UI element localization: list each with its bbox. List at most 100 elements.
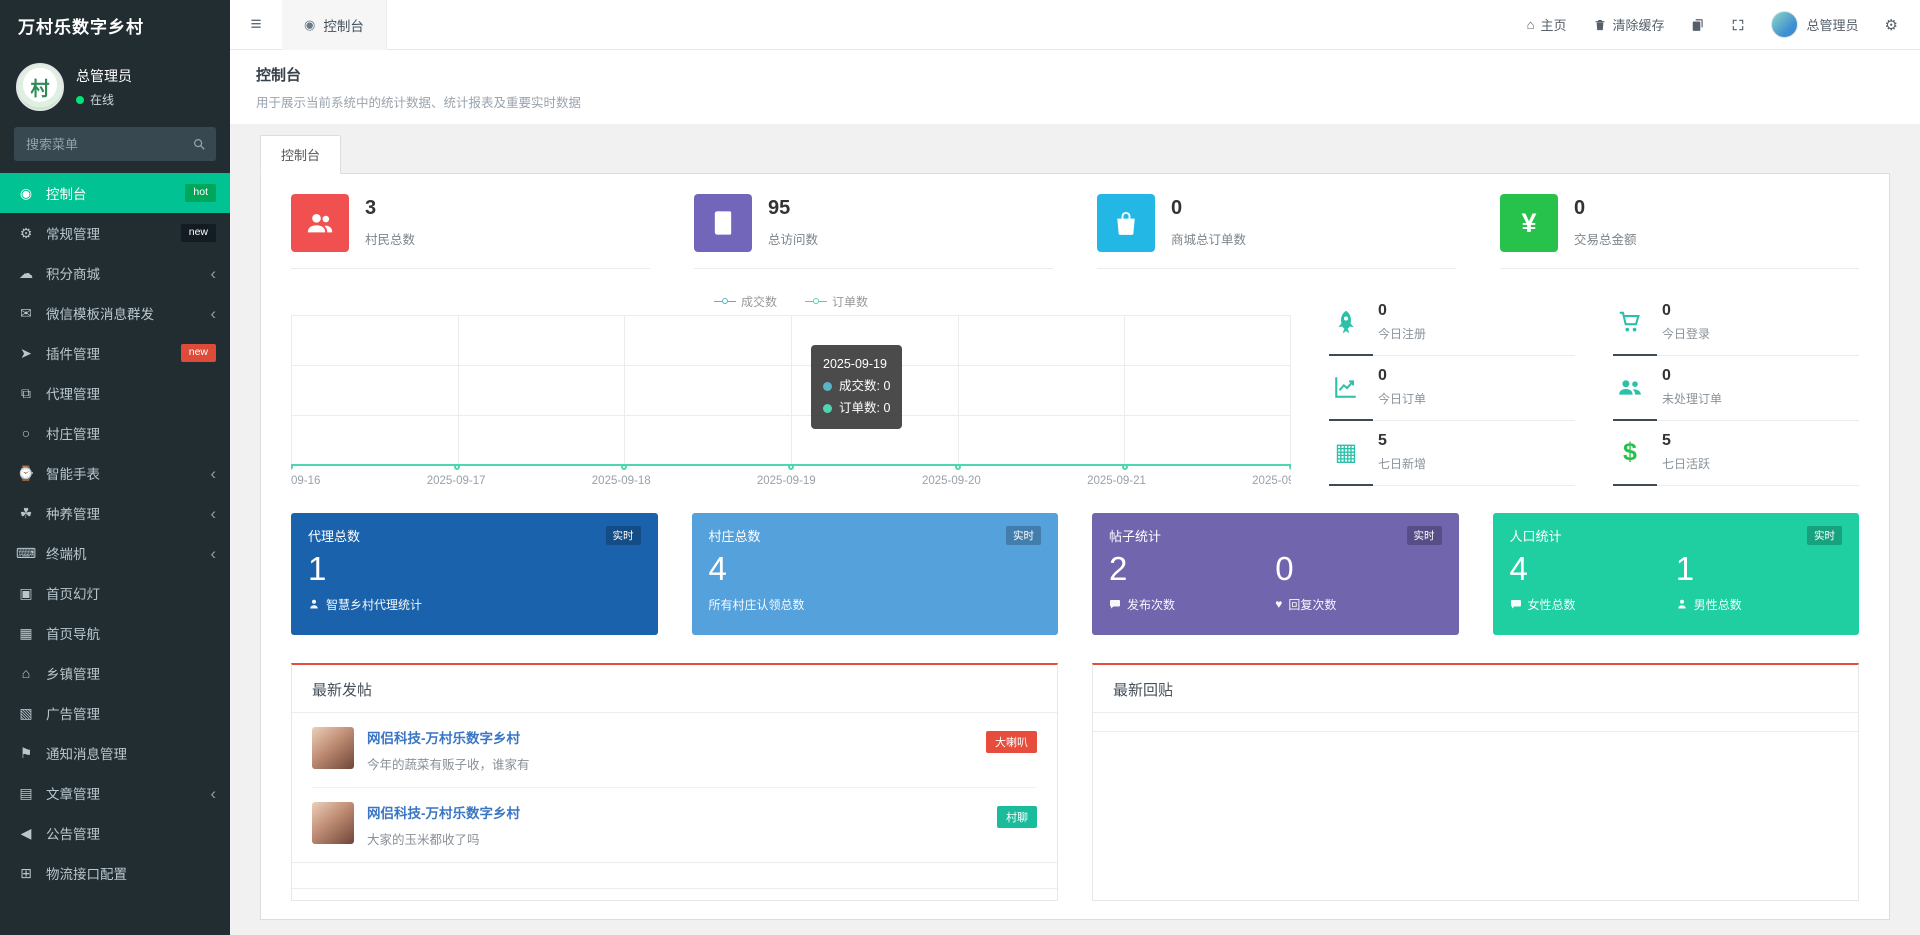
copy-pages-icon[interactable] [1691,18,1705,32]
quick-stat-label: 未处理订单 [1662,392,1723,406]
data-point-marker[interactable] [291,464,293,470]
sitemap-icon: ⧉ [21,384,31,401]
data-point-marker[interactable] [454,464,460,470]
terminal-icon: ⌨ [15,544,37,561]
stat-card: 95 总访问数 [694,194,1053,269]
stat-label: 村民总数 [365,233,416,247]
x-axis-label: 2025-09-17 [426,475,486,487]
sidebar-item[interactable]: ▤ 文章管理 ‹ [0,773,230,813]
quick-stat-value: 0 [1662,302,1671,319]
legend-item[interactable]: 成交数 [713,293,777,310]
sidebar-item[interactable]: ○ 村庄管理 [0,413,230,453]
tooltip-row: 成交数: 0 [823,376,890,398]
topbar-user-menu[interactable]: 总管理员 [1770,11,1859,38]
summary-card: 村庄总数 实时 4 所有村庄认领总数 [691,513,1058,635]
stat-value: 0 [1574,197,1586,219]
search-icon[interactable] [182,127,216,161]
stat-card: 0 商城总订单数 [1097,194,1456,269]
chart-tooltip: 2025-09-19 成交数: 0 订单数: 0 [811,345,903,429]
quick-stat: 0 今日登录 [1613,291,1859,356]
card-metric: 0 ♥ 回复次数 [1275,550,1337,612]
app-title: 万村乐数字乡村 [18,17,144,37]
card-title: 帖子统计 [1109,529,1162,544]
home-link[interactable]: ⌂ 主页 [1526,17,1567,33]
chart-plot-area[interactable]: 2025-09-19 成交数: 0 订单数: 0 [291,315,1291,470]
sidebar-item[interactable]: ☁ 积分商城 ‹ [0,253,230,293]
heart-icon: ♥ [1275,597,1283,612]
card-metric: 4 所有村庄认领总数 [708,550,805,612]
x-axis-label: 2025-09-18 [591,475,651,487]
sidebar-item[interactable]: ⌂ 乡镇管理 [0,653,230,693]
sidebar-item[interactable]: ☘ 种养管理 ‹ [0,493,230,533]
dashboard-panel: 3 村民总数 95 总访问数 0 商城总订单数 [260,173,1890,920]
post-item[interactable]: 网侣科技-万村乐数字乡村 今年的蔬菜有贩子收，谁家有 大喇叭 [312,713,1037,787]
post-category-badge: 大喇叭 [986,731,1037,753]
data-point-marker[interactable] [1289,464,1291,470]
fullscreen-icon[interactable] [1731,18,1745,32]
card-metric: 1 智慧乡村代理统计 [308,550,423,612]
chevron-left-icon: ‹ [210,783,216,803]
post-author-link[interactable]: 网侣科技-万村乐数字乡村 [367,806,520,821]
tab-console[interactable]: 控制台 [260,135,342,174]
post-category-badge: 村聊 [997,806,1037,828]
post-author-link[interactable]: 网侣科技-万村乐数字乡村 [367,731,520,746]
search-input[interactable] [14,127,216,161]
sidebar-item[interactable]: ◉ 控制台 hot [0,173,230,213]
person-icon [308,598,320,610]
settings-gear-icon[interactable]: ⚙ [1884,16,1898,34]
stat-card: 3 村民总数 [291,194,650,269]
tooltip-row: 订单数: 0 [823,398,890,420]
summary-card: 代理总数 实时 1 智慧乡村代理统计 [291,513,658,635]
data-point-marker[interactable] [788,464,794,470]
gauge-icon: ◉ [19,184,33,201]
orders-chart: 成交数 订单数 [291,291,1291,487]
card-title: 人口统计 [1509,529,1562,544]
clear-cache-link[interactable]: 清除缓存 [1593,15,1665,34]
chart-icon [1329,371,1363,403]
plane-icon: ➤ [20,344,32,361]
stat-card: ¥ 0 交易总金额 [1500,194,1859,269]
sidebar-item[interactable]: ◀ 公告管理 [0,813,230,853]
sidebar-item[interactable]: ➤ 插件管理 new [0,333,230,373]
quick-stat-value: 0 [1378,367,1387,384]
cloud-icon: ☁ [19,264,33,281]
yen-icon: ¥ [1500,194,1558,252]
sidebar-item[interactable]: ▣ 首页幻灯 [0,573,230,613]
realtime-badge: 实时 [1006,526,1041,545]
latest-posts-panel: 最新发帖 网侣科技-万村乐数字乡村 今年的蔬菜有贩子收，谁家有 大喇叭 [291,663,1058,901]
page-title: 控制台 [256,67,302,84]
data-point-marker[interactable] [955,464,961,470]
home-icon: ⌂ [1526,17,1535,32]
quick-stats-grid: 0 今日注册 0 今日登录 [1329,291,1859,487]
sidebar-item[interactable]: ✉ 微信模板消息群发 ‹ [0,293,230,333]
sidebar-toggle-button[interactable]: ≡ [250,13,262,35]
legend-item[interactable]: 订单数 [805,293,868,310]
sidebar-item[interactable]: ⌚ 智能手表 ‹ [0,453,230,493]
sidebar: 万村乐数字乡村 村 总管理员 在线 ◉ 控制台 hot ⚙ 常规管理 n [0,0,230,935]
card-metric: 1 男性总数 [1675,550,1742,612]
menu-badge: new [180,344,216,362]
sidebar-item[interactable]: ▦ 首页导航 [0,613,230,653]
circle-icon: ○ [21,425,31,441]
quick-stat-value: 5 [1662,432,1671,449]
data-point-marker[interactable] [621,464,627,470]
data-point-marker[interactable] [1122,464,1128,470]
card-metric: 2 发布次数 [1109,550,1176,612]
page-subtitle: 用于展示当前系统中的统计数据、统计报表及重要实时数据 [256,96,582,110]
stat-label: 商城总订单数 [1171,233,1247,247]
sidebar-item[interactable]: ⚙ 常规管理 new [0,213,230,253]
sidebar-item[interactable]: ⊞ 物流接口配置 [0,853,230,893]
quick-stat: 0 今日订单 [1329,356,1575,421]
chevron-left-icon: ‹ [210,263,216,283]
sidebar-menu: ◉ 控制台 hot ⚙ 常规管理 new ☁ 积分商城 ‹ ✉ 微信模板 [0,173,230,893]
user-panel: 村 总管理员 在线 [0,50,230,121]
quick-stat: ▦ 5 七日新增 [1329,421,1575,486]
sidebar-item[interactable]: ⌨ 终端机 ‹ [15,543,216,563]
sidebar-item[interactable]: ▧ 广告管理 [0,693,230,733]
topbar-tab-console[interactable]: ◉ 控制台 [282,0,387,50]
post-avatar-image [312,802,354,844]
sidebar-item[interactable]: ⚑ 通知消息管理 [0,733,230,773]
sidebar-item[interactable]: ⧉ 代理管理 [0,373,230,413]
post-item[interactable]: 网侣科技-万村乐数字乡村 大家的玉米都收了吗 村聊 [312,787,1037,862]
quick-stat: 0 未处理订单 [1613,356,1859,421]
